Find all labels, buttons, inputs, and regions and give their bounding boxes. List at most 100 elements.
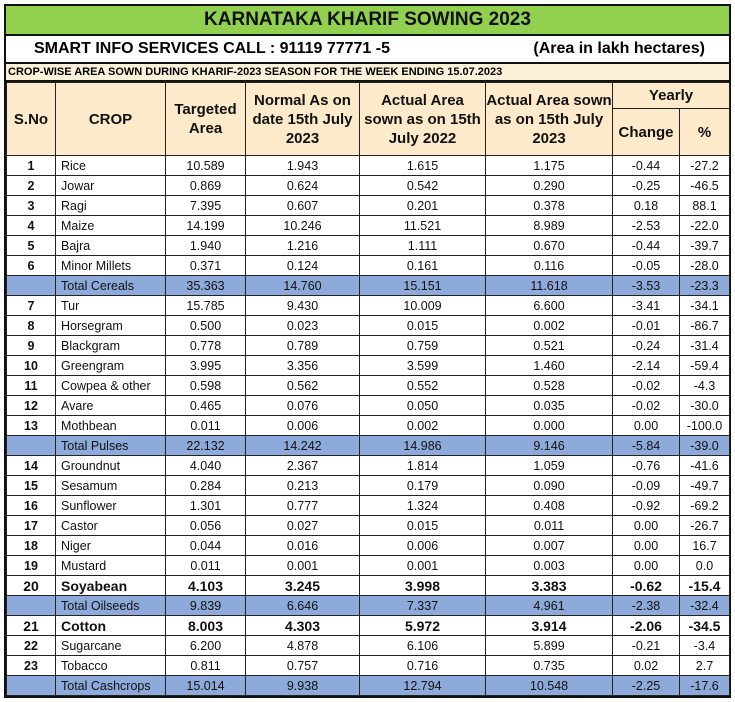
table-row: 8 Horsegram 0.500 0.023 0.015 0.002 -0.01 -86.7 xyxy=(6,315,730,336)
cell-normal-asondate: 14.760 xyxy=(245,275,360,296)
cell-sno: 11 xyxy=(6,375,56,396)
cell-actual-2022: 0.015 xyxy=(359,315,486,336)
cell-percent: 2.7 xyxy=(679,655,730,676)
cell-percent: -39.0 xyxy=(679,435,730,456)
cell-crop: Blackgram xyxy=(55,335,166,356)
cell-sno: 4 xyxy=(6,215,56,236)
cell-actual-2023: 0.011 xyxy=(485,515,613,536)
table-row: 19 Mustard 0.011 0.001 0.001 0.003 0.00 0.0 xyxy=(6,555,730,576)
cell-change: 0.18 xyxy=(612,195,680,216)
cell-crop: Cowpea & other xyxy=(55,375,166,396)
cell-percent: -28.0 xyxy=(679,255,730,276)
cell-actual-2022: 0.161 xyxy=(359,255,486,276)
cell-percent: -34.5 xyxy=(679,615,730,636)
cell-crop: Sunflower xyxy=(55,495,166,516)
cell-sno: 19 xyxy=(6,555,56,576)
cell-sno: 20 xyxy=(6,575,56,596)
cell-percent: -59.4 xyxy=(679,355,730,376)
cell-percent: 0.0 xyxy=(679,555,730,576)
header-sno: S.No xyxy=(6,82,56,156)
cell-actual-2022: 5.972 xyxy=(359,615,486,636)
cell-targeted: 22.132 xyxy=(165,435,246,456)
cell-percent: -4.3 xyxy=(679,375,730,396)
cell-percent: -100.0 xyxy=(679,415,730,436)
cell-targeted: 0.869 xyxy=(165,175,246,196)
table-row: 23 Tobacco 0.811 0.757 0.716 0.735 0.02 2.7 xyxy=(6,655,730,676)
cell-normal-asondate: 3.245 xyxy=(245,575,360,596)
cell-actual-2023: 0.090 xyxy=(485,475,613,496)
cell-actual-2023: 0.007 xyxy=(485,535,613,556)
cell-change: -0.25 xyxy=(612,175,680,196)
cell-normal-asondate: 4.878 xyxy=(245,635,360,656)
cell-normal-asondate: 0.006 xyxy=(245,415,360,436)
cell-actual-2023: 1.059 xyxy=(485,455,613,476)
cell-targeted: 15.014 xyxy=(165,675,246,696)
cell-change: -0.02 xyxy=(612,375,680,396)
cell-sno: 12 xyxy=(6,395,56,416)
cell-percent: -17.6 xyxy=(679,675,730,696)
cell-change: -0.02 xyxy=(612,395,680,416)
cell-actual-2022: 0.201 xyxy=(359,195,486,216)
cell-actual-2023: 0.408 xyxy=(485,495,613,516)
total-row: Total Oilseeds 9.839 6.646 7.337 4.961 -2.38-… xyxy=(6,595,730,616)
cell-normal-asondate: 14.242 xyxy=(245,435,360,456)
cell-sno: 23 xyxy=(6,655,56,676)
cell-sno: 10 xyxy=(6,355,56,376)
cell-percent: -69.2 xyxy=(679,495,730,516)
cell-percent: 88.1 xyxy=(679,195,730,216)
cell-normal-asondate: 0.076 xyxy=(245,395,360,416)
table-row: 10 Greengram 3.995 3.356 3.599 1.460 -2.14 -59.… xyxy=(6,355,730,376)
cell-change: -2.14 xyxy=(612,355,680,376)
cell-change: 0.00 xyxy=(612,515,680,536)
table-row: 1 Rice 10.589 1.943 1.615 1.175 -0.44 -27.2 xyxy=(6,155,730,176)
cell-crop: Jowar xyxy=(55,175,166,196)
cell-normal-asondate: 1.943 xyxy=(245,155,360,176)
cell-actual-2022: 15.151 xyxy=(359,275,486,296)
cell-sno xyxy=(6,275,56,296)
cell-crop: Total Pulses xyxy=(55,435,166,456)
unit-note: (Area in lakh hectares) xyxy=(533,40,705,57)
cell-change: -0.24 xyxy=(612,335,680,356)
cell-actual-2023: 0.000 xyxy=(485,415,613,436)
cell-sno: 22 xyxy=(6,635,56,656)
cell-actual-2023: 10.548 xyxy=(485,675,613,696)
cell-actual-2023: 3.383 xyxy=(485,575,613,596)
cell-actual-2022: 10.009 xyxy=(359,295,486,316)
cell-crop: Total Oilseeds xyxy=(55,595,166,616)
cell-percent: -86.7 xyxy=(679,315,730,336)
cell-actual-2023: 0.528 xyxy=(485,375,613,396)
sowing-report: KARNATAKA KHARIF SOWING 2023 SMART INFO … xyxy=(4,4,731,698)
cell-actual-2023: 8.989 xyxy=(485,215,613,236)
table-row: 9 Blackgram 0.778 0.789 0.759 0.521 -0.24 -31.4 xyxy=(6,335,730,356)
cell-actual-2023: 0.116 xyxy=(485,255,613,276)
cell-targeted: 4.103 xyxy=(165,575,246,596)
call-info: SMART INFO SERVICES CALL : 91119 77771 -… xyxy=(34,40,390,57)
cell-targeted: 6.200 xyxy=(165,635,246,656)
cell-actual-2022: 1.615 xyxy=(359,155,486,176)
cell-normal-asondate: 9.938 xyxy=(245,675,360,696)
cell-crop: Tur xyxy=(55,295,166,316)
cell-percent: -31.4 xyxy=(679,335,730,356)
cell-sno: 9 xyxy=(6,335,56,356)
cell-actual-2022: 0.002 xyxy=(359,415,486,436)
cell-actual-2023: 0.735 xyxy=(485,655,613,676)
cell-sno xyxy=(6,435,56,456)
table-row: 3 Ragi 7.395 0.607 0.201 0.378 0.18 88.1 xyxy=(6,195,730,216)
cell-targeted: 7.395 xyxy=(165,195,246,216)
cell-crop: Bajra xyxy=(55,235,166,256)
cell-normal-asondate: 0.789 xyxy=(245,335,360,356)
cell-actual-2023: 6.600 xyxy=(485,295,613,316)
cell-actual-2022: 14.986 xyxy=(359,435,486,456)
cell-crop: Mothbean xyxy=(55,415,166,436)
table-row: 14 Groundnut 4.040 2.367 1.814 1.059 -0.76 -41.… xyxy=(6,455,730,476)
cell-actual-2023: 0.035 xyxy=(485,395,613,416)
cell-targeted: 0.371 xyxy=(165,255,246,276)
table-row: 13 Mothbean 0.011 0.006 0.002 0.000 0.00 -100.0 xyxy=(6,415,730,436)
cell-actual-2023: 0.003 xyxy=(485,555,613,576)
cell-actual-2023: 0.670 xyxy=(485,235,613,256)
cell-targeted: 1.940 xyxy=(165,235,246,256)
cell-sno: 5 xyxy=(6,235,56,256)
total-row: Total Pulses 22.132 14.242 14.986 9.146 -5.84… xyxy=(6,435,730,456)
cell-sno: 16 xyxy=(6,495,56,516)
table-row: 6 Minor Millets 0.371 0.124 0.161 0.116 -0.05-… xyxy=(6,255,730,276)
